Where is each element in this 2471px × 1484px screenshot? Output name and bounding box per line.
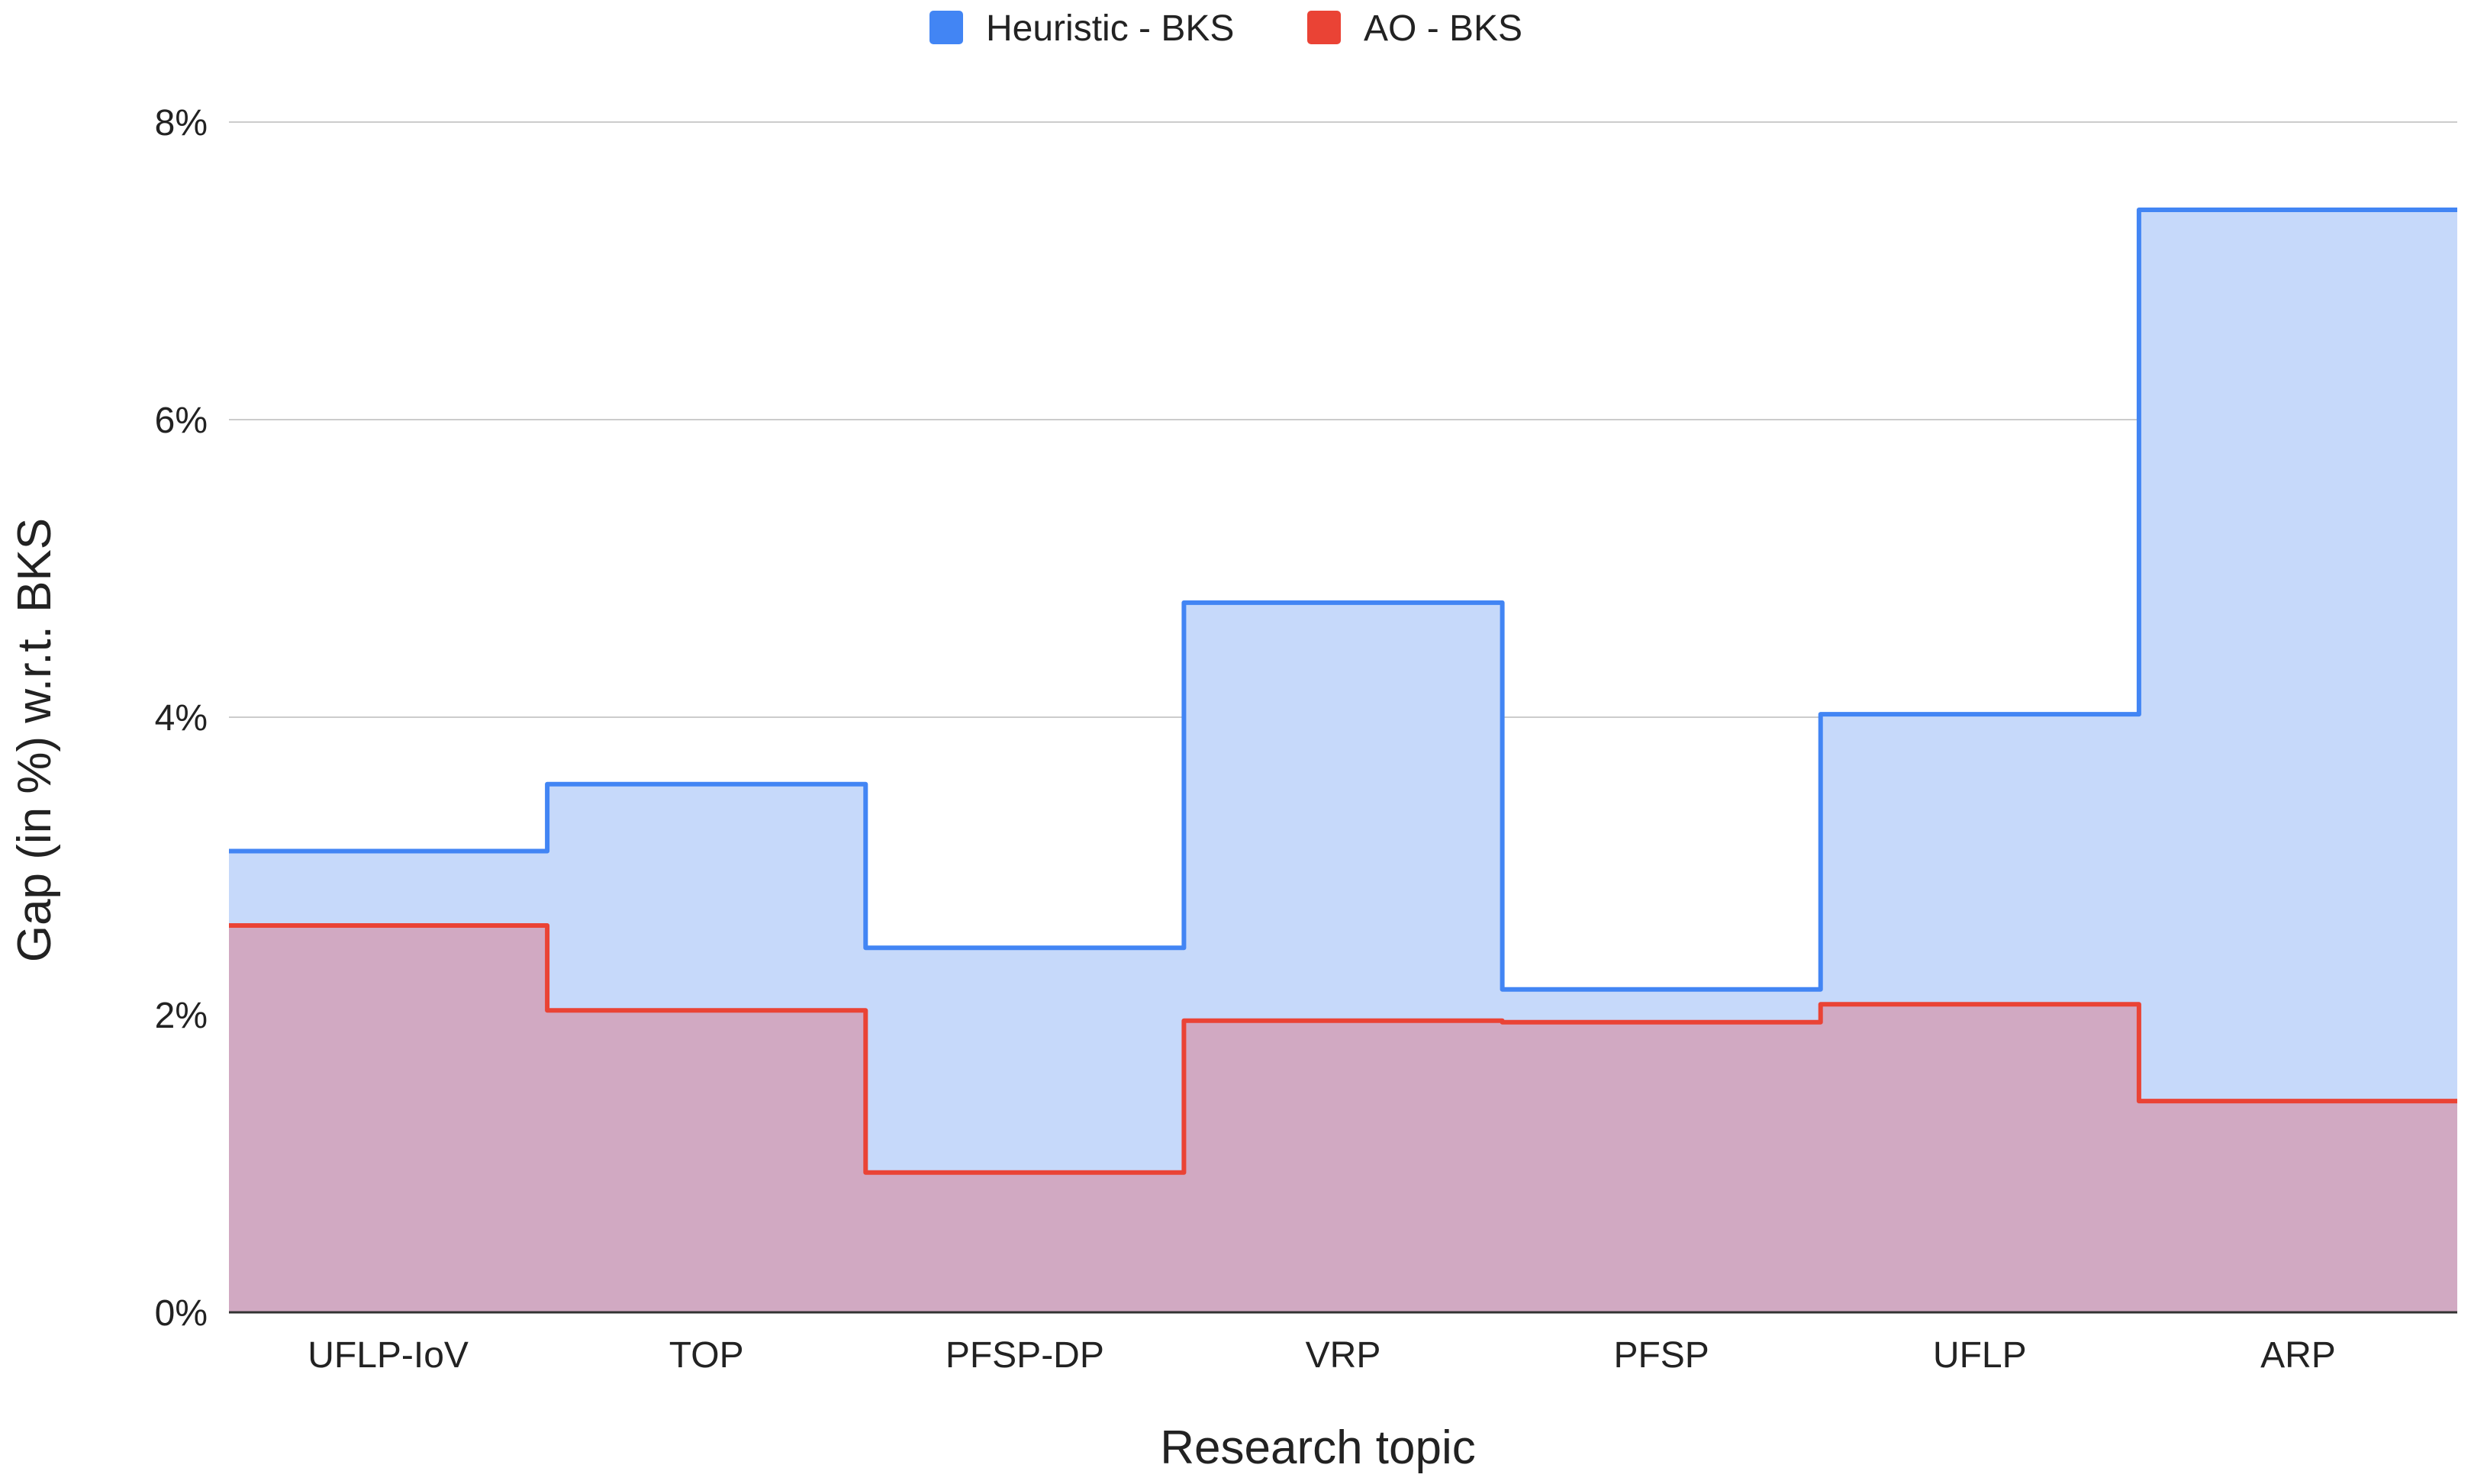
x-tick-label: TOP <box>669 1335 744 1376</box>
y-tick-label: 4% <box>155 698 208 739</box>
line-ao <box>229 923 2457 1175</box>
x-axis-tick-labels: UFLP-IoV TOP PFSP-DP VRP PFSP UFLP ARP <box>308 1335 2336 1376</box>
legend-swatch <box>929 11 963 44</box>
x-tick-label: ARP <box>2260 1335 2336 1376</box>
x-tick-label: VRP <box>1306 1335 1381 1376</box>
area-ao <box>229 925 2457 1312</box>
legend-label: Heuristic - BKS <box>986 8 1234 49</box>
series-lines <box>229 208 2457 1175</box>
x-tick-label: UFLP-IoV <box>308 1335 469 1376</box>
line-heuristic <box>229 208 2457 992</box>
legend: Heuristic - BKS AO - BKS <box>929 8 1522 49</box>
legend-item: AO - BKS <box>1307 8 1522 49</box>
y-tick-label: 0% <box>155 1293 208 1334</box>
y-axis-title: Gap (in %) w.r.t. BKS <box>8 518 61 962</box>
legend-label: AO - BKS <box>1364 8 1522 49</box>
y-tick-label: 2% <box>155 996 208 1036</box>
series-areas <box>229 210 2457 1312</box>
x-tick-label: UFLP <box>1933 1335 2027 1376</box>
legend-swatch <box>1307 11 1341 44</box>
y-tick-label: 8% <box>155 103 208 143</box>
x-axis-title: Research topic <box>1160 1421 1476 1474</box>
y-tick-label: 6% <box>155 401 208 441</box>
x-tick-label: PFSP-DP <box>946 1335 1104 1376</box>
y-axis-tick-labels: 0% 2% 4% 6% 8% <box>155 103 208 1334</box>
legend-item: Heuristic - BKS <box>929 8 1234 49</box>
x-tick-label: PFSP <box>1613 1335 1709 1376</box>
